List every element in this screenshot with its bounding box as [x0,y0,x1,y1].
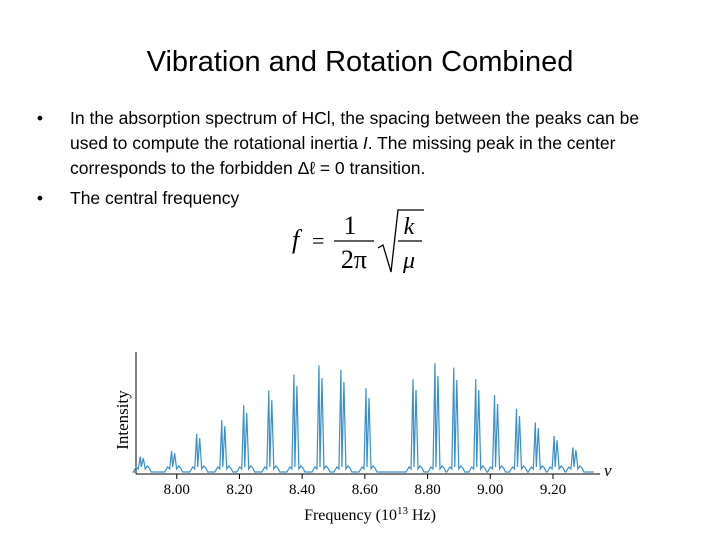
spectrum-series-line [132,363,594,473]
x-tick-label: 8.20 [226,482,252,498]
x-axis-label-main: Frequency (10 [304,507,397,524]
formula-lhs: f [292,225,303,254]
bullet-text-pre: In the absorption spectrum of HCl, the s… [70,108,640,153]
bullet-marker: • [36,108,44,128]
x-tick-label: 8.40 [289,482,315,498]
bullet-text: The central frequency [70,188,240,208]
hcl-absorption-spectrum-chart: 8.00 8.20 8.40 8.60 8.80 9.00 9.20 Intensity ν… [113,352,612,524]
bullet-item-spectrum: • In the absorption spectrum of HCl, the… [30,106,680,181]
formula-denominator: 2π [341,245,367,274]
slide-title: Vibration and Rotation Combined [146,46,574,78]
formula-equals: = [312,228,324,253]
x-tick-label: 8.60 [352,482,378,498]
y-axis-label: Intensity [113,390,132,450]
x-tick-label: 8.80 [414,482,440,498]
bullet-text-inertia-symbol: I [362,133,368,153]
x-tick-label: 9.00 [477,482,503,498]
chart-axes [135,352,600,475]
x-axis-label-unit: Hz) [408,507,436,524]
x-tick-label-group: 8.00 8.20 8.40 8.60 8.80 9.00 9.20 [164,482,566,498]
radical-sign [377,209,424,273]
bullet-item-central-frequency: • The central frequency [30,186,680,211]
x-axis-label-exponent: 13 [397,505,409,517]
bullet-list: • In the absorption spectrum of HCl, the… [30,106,680,216]
formula-radical-numerator: k [404,214,415,240]
x-axis-end-label: ν [604,461,612,480]
x-tick-label: 8.00 [164,482,190,498]
central-frequency-formula: f = 1 2π k μ [292,209,424,274]
x-tick-group [176,474,554,479]
x-tick-label: 9.20 [540,482,566,498]
bullet-marker: • [36,188,44,208]
formula-numerator: 1 [344,211,357,240]
x-axis-label: Frequency (1013 Hz) [304,505,436,524]
formula-radical-denominator: μ [402,248,415,274]
bullet-text-post: . The missing peak in the center corresp… [70,133,616,178]
